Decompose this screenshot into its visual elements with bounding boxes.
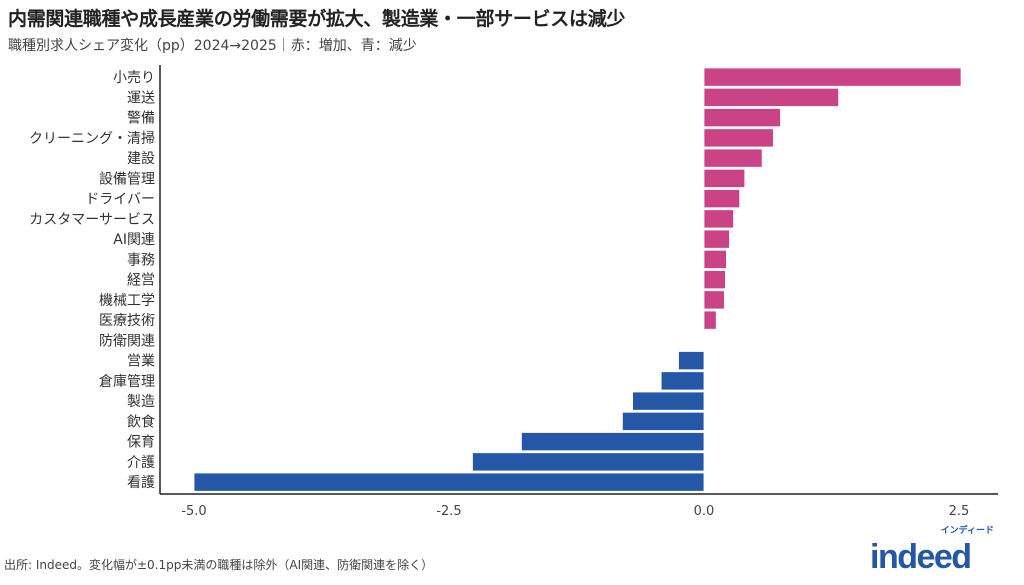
bar xyxy=(521,432,705,452)
bar xyxy=(703,168,746,188)
category-label: 小売り xyxy=(113,70,155,86)
bar xyxy=(703,148,763,168)
category-label: 製造 xyxy=(127,394,155,410)
bar xyxy=(622,411,705,431)
logo-word: indeed xyxy=(870,538,972,576)
category-label: 機械工学 xyxy=(99,293,155,309)
bar xyxy=(703,67,962,87)
bar xyxy=(660,371,705,391)
bar xyxy=(703,249,727,269)
bar xyxy=(703,209,734,229)
category-label: 運送 xyxy=(127,90,155,106)
category-label: クリーニング・清掃 xyxy=(29,130,155,147)
category-label: 看護 xyxy=(127,475,155,491)
x-tick-label: 2.5 xyxy=(949,504,970,519)
indeed-logo: インディード indeed xyxy=(868,526,998,582)
category-label: 警備 xyxy=(127,111,155,127)
category-label: カスタマーサービス xyxy=(29,212,155,228)
bar xyxy=(703,128,774,148)
category-label: 営業 xyxy=(127,354,155,370)
category-label: 倉庫管理 xyxy=(99,373,155,390)
x-tick-label: -2.5 xyxy=(436,504,461,519)
bar xyxy=(703,108,781,128)
bar xyxy=(678,351,705,371)
bar xyxy=(703,229,730,249)
category-label: 建設 xyxy=(127,151,155,167)
source-note: 出所: Indeed。変化幅が±0.1pp未満の職種は除外（AI関連、防衛関連を… xyxy=(4,558,434,572)
category-label: 事務 xyxy=(127,252,155,268)
category-label: ドライバー xyxy=(85,192,155,208)
x-tick-label: -5.0 xyxy=(181,504,206,519)
chart-title: 内需関連職種や成長産業の労働需要が拡大、製造業・一部サービスは減少 xyxy=(8,8,626,30)
bar xyxy=(472,452,705,472)
category-label: 飲食 xyxy=(127,413,155,430)
bar xyxy=(703,87,840,107)
bar xyxy=(703,310,717,330)
category-label: 介護 xyxy=(127,455,155,471)
logo-kana: インディード xyxy=(940,526,994,536)
bar xyxy=(703,189,741,209)
bar xyxy=(703,270,726,290)
category-label: 医療技術 xyxy=(99,312,155,329)
category-label: 防衛関連 xyxy=(99,333,155,349)
bar xyxy=(632,391,705,411)
category-label: AI関連 xyxy=(113,232,155,248)
bar xyxy=(193,472,705,492)
category-label: 経営 xyxy=(127,273,155,289)
x-tick-label: 0.0 xyxy=(694,504,715,519)
category-label: 保育 xyxy=(127,435,155,451)
bar xyxy=(703,290,725,310)
category-label: 設備管理 xyxy=(99,171,155,187)
chart-subtitle: 職種別求人シェア変化（pp）2024→2025｜赤：増加、青：減少 xyxy=(8,38,417,54)
